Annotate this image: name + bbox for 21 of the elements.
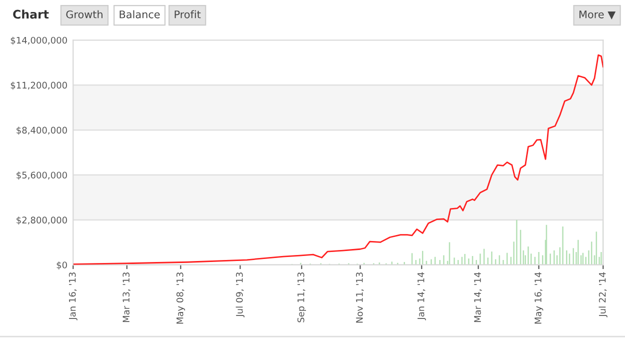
x-tick-label: Jul 22, '14	[598, 272, 608, 318]
x-tick-label: Jul 09, '13	[236, 272, 244, 318]
text: Profit	[174, 10, 201, 18]
y-tick-label: $0	[56, 261, 67, 270]
y-tick-label: $11,200,000	[10, 82, 67, 90]
x-tick-label: Nov 11, '13	[356, 272, 364, 323]
x-tick-label: Sep 11, '13	[297, 272, 306, 322]
y-tick-label: $14,000,000	[10, 36, 67, 45]
text: Growth	[66, 10, 102, 18]
x-tick-label: Mar 13, '13	[122, 272, 130, 322]
y-tick-label: $2,800,000	[16, 216, 67, 225]
y-tick-label: $8,400,000	[16, 126, 67, 135]
chart-title: Chart	[13, 10, 49, 19]
x-tick-label: Jan 14, '14	[418, 272, 426, 320]
text: Balance	[120, 10, 160, 18]
x-tick-label: Jan 16, '13	[68, 272, 78, 320]
y-tick-label: $5,600,000	[16, 172, 67, 180]
x-tick-label: Mar 14, '14	[474, 272, 482, 322]
x-tick-label: May 16, '14	[534, 272, 544, 324]
x-tick-label: May 08, '13	[176, 272, 186, 324]
text: More ▼	[580, 10, 616, 20]
